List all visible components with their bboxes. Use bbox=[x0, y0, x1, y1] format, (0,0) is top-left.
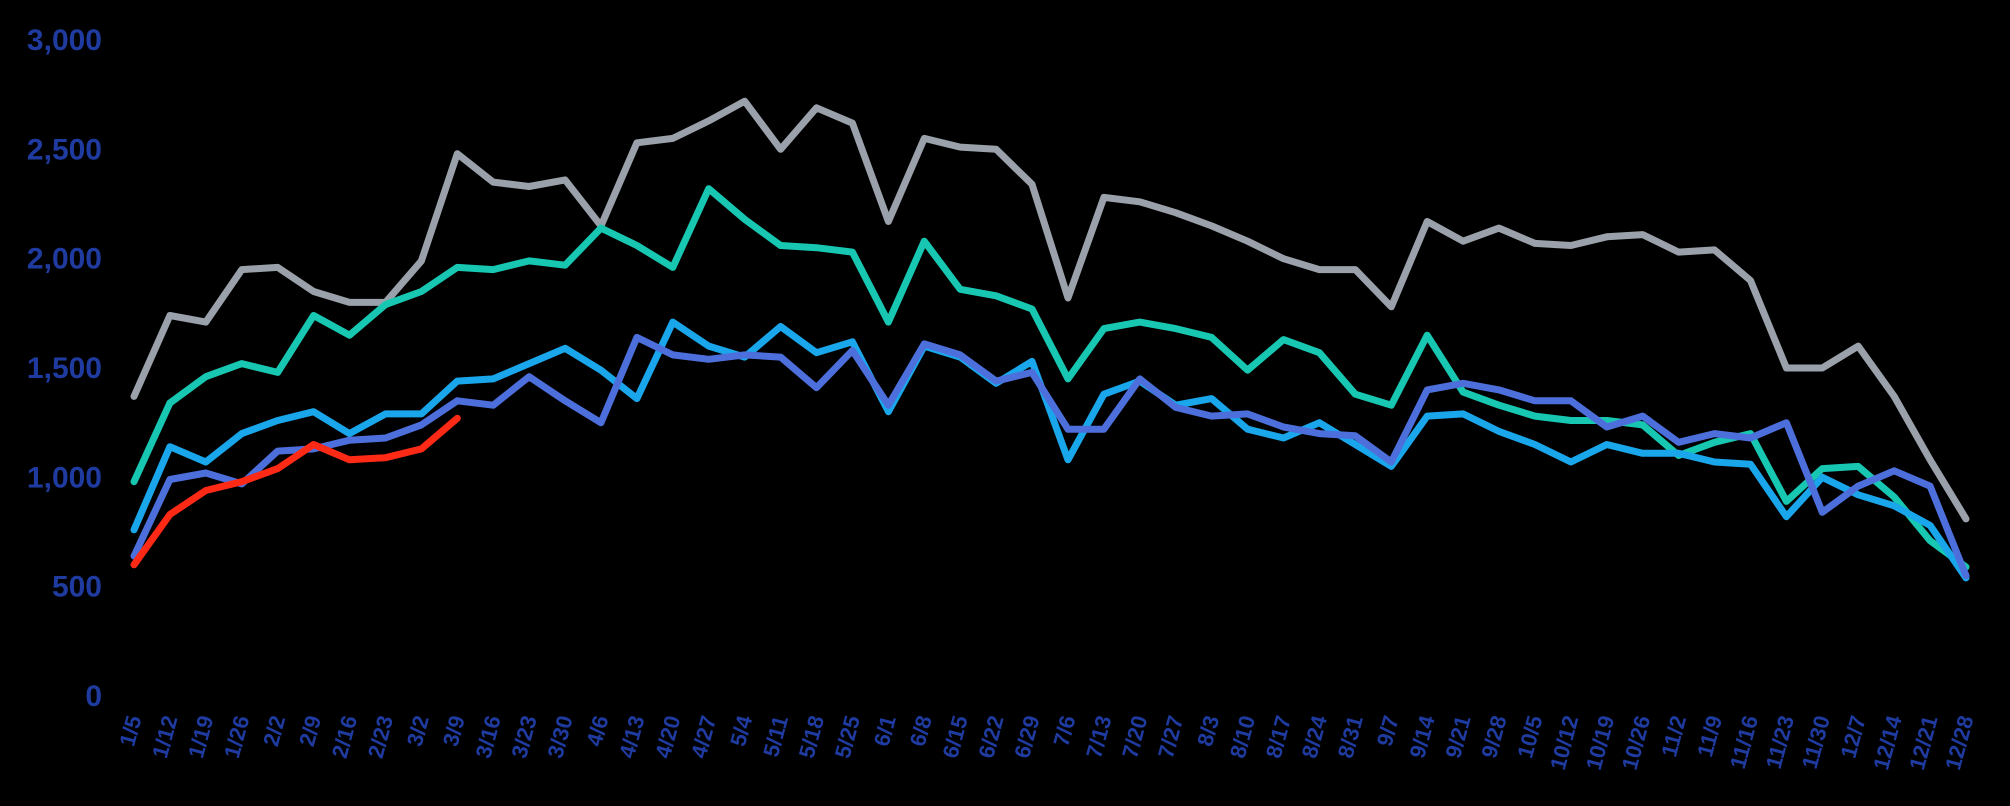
x-tick-label: 3/16 bbox=[471, 713, 506, 761]
x-tick-label: 2/2 bbox=[258, 713, 290, 749]
x-tick-label: 10/5 bbox=[1512, 713, 1547, 761]
x-tick-label: 8/10 bbox=[1225, 713, 1260, 761]
x-tick-label: 6/29 bbox=[1009, 713, 1044, 761]
x-tick-label: 9/7 bbox=[1372, 713, 1404, 749]
series-line-5 bbox=[130, 414, 461, 569]
x-tick-label: 7/27 bbox=[1153, 713, 1188, 761]
series-line-3 bbox=[130, 318, 1970, 582]
x-tick-label: 7/13 bbox=[1081, 713, 1116, 761]
x-tick-label: 4/6 bbox=[581, 713, 613, 749]
x-tick-label: 7/6 bbox=[1048, 713, 1080, 749]
x-tick-label: 2/23 bbox=[363, 713, 398, 761]
x-tick-label: 1/5 bbox=[114, 713, 146, 749]
y-tick-label: 2,000 bbox=[27, 243, 102, 276]
x-tick-label: 5/25 bbox=[830, 713, 865, 761]
series-line-1 bbox=[130, 97, 1970, 523]
x-tick-label: 2/9 bbox=[294, 713, 326, 749]
y-tick-label: 0 bbox=[85, 680, 102, 713]
x-tick-label: 12/21 bbox=[1904, 713, 1942, 773]
x-tick-label: 3/23 bbox=[506, 713, 541, 761]
x-tick-label: 8/24 bbox=[1297, 712, 1332, 761]
x-tick-label: 9/21 bbox=[1440, 713, 1475, 761]
x-tick-label: 11/30 bbox=[1797, 713, 1835, 771]
x-tick-label: 11/2 bbox=[1656, 713, 1691, 760]
x-tick-label: 11/23 bbox=[1761, 713, 1799, 771]
x-tick-label: 5/4 bbox=[725, 712, 757, 749]
x-tick-label: 5/11 bbox=[758, 713, 793, 760]
x-tick-label: 11/9 bbox=[1692, 713, 1727, 760]
y-tick-label: 3,000 bbox=[27, 24, 102, 57]
x-tick-label: 1/26 bbox=[219, 713, 254, 761]
x-tick-label: 8/3 bbox=[1192, 713, 1224, 749]
series-line-2 bbox=[130, 185, 1970, 571]
x-tick-label: 3/30 bbox=[542, 713, 577, 761]
x-tick-label: 12/7 bbox=[1836, 713, 1871, 761]
x-tick-label: 10/26 bbox=[1617, 713, 1655, 773]
x-tick-label: 3/9 bbox=[438, 713, 470, 749]
y-axis-tick-labels: 0 500 1,000 1,500 2,000 2,500 3,000 bbox=[27, 24, 102, 713]
x-tick-label: 12/14 bbox=[1868, 712, 1907, 772]
x-axis-tick-labels: 1/5 1/12 1/19 1/26 2/2 2/9 2/16 2/23 3/2 3/9 3/16 3… bbox=[114, 712, 1978, 772]
x-tick-label: 4/13 bbox=[614, 713, 649, 761]
x-tick-label: 9/14 bbox=[1405, 712, 1440, 761]
x-tick-label: 6/22 bbox=[973, 713, 1008, 761]
x-tick-label: 8/17 bbox=[1261, 713, 1296, 761]
x-tick-label: 4/20 bbox=[650, 713, 685, 761]
x-tick-label: 10/12 bbox=[1545, 713, 1583, 773]
x-tick-label: 12/28 bbox=[1940, 713, 1978, 773]
series-line-4 bbox=[130, 333, 1970, 580]
x-tick-label: 2/16 bbox=[327, 713, 362, 761]
x-tick-label: 6/15 bbox=[938, 713, 973, 761]
x-tick-label: 11/16 bbox=[1725, 713, 1763, 771]
x-tick-label: 3/2 bbox=[402, 713, 434, 749]
x-tick-label: 4/27 bbox=[686, 713, 721, 761]
x-tick-label: 1/12 bbox=[147, 713, 182, 761]
x-tick-label: 5/18 bbox=[794, 713, 829, 761]
y-tick-label: 500 bbox=[52, 571, 102, 604]
x-tick-label: 1/19 bbox=[183, 713, 218, 761]
y-tick-label: 1,000 bbox=[27, 461, 102, 494]
x-tick-label: 6/1 bbox=[869, 713, 901, 749]
x-tick-label: 6/8 bbox=[905, 713, 937, 749]
x-tick-label: 10/19 bbox=[1581, 713, 1619, 773]
y-tick-label: 1,500 bbox=[27, 352, 102, 385]
x-tick-label: 8/31 bbox=[1333, 713, 1368, 761]
series-lines bbox=[130, 97, 1970, 582]
x-tick-label: 9/28 bbox=[1476, 713, 1511, 761]
x-tick-label: 7/20 bbox=[1117, 713, 1152, 761]
y-tick-label: 2,500 bbox=[27, 133, 102, 166]
